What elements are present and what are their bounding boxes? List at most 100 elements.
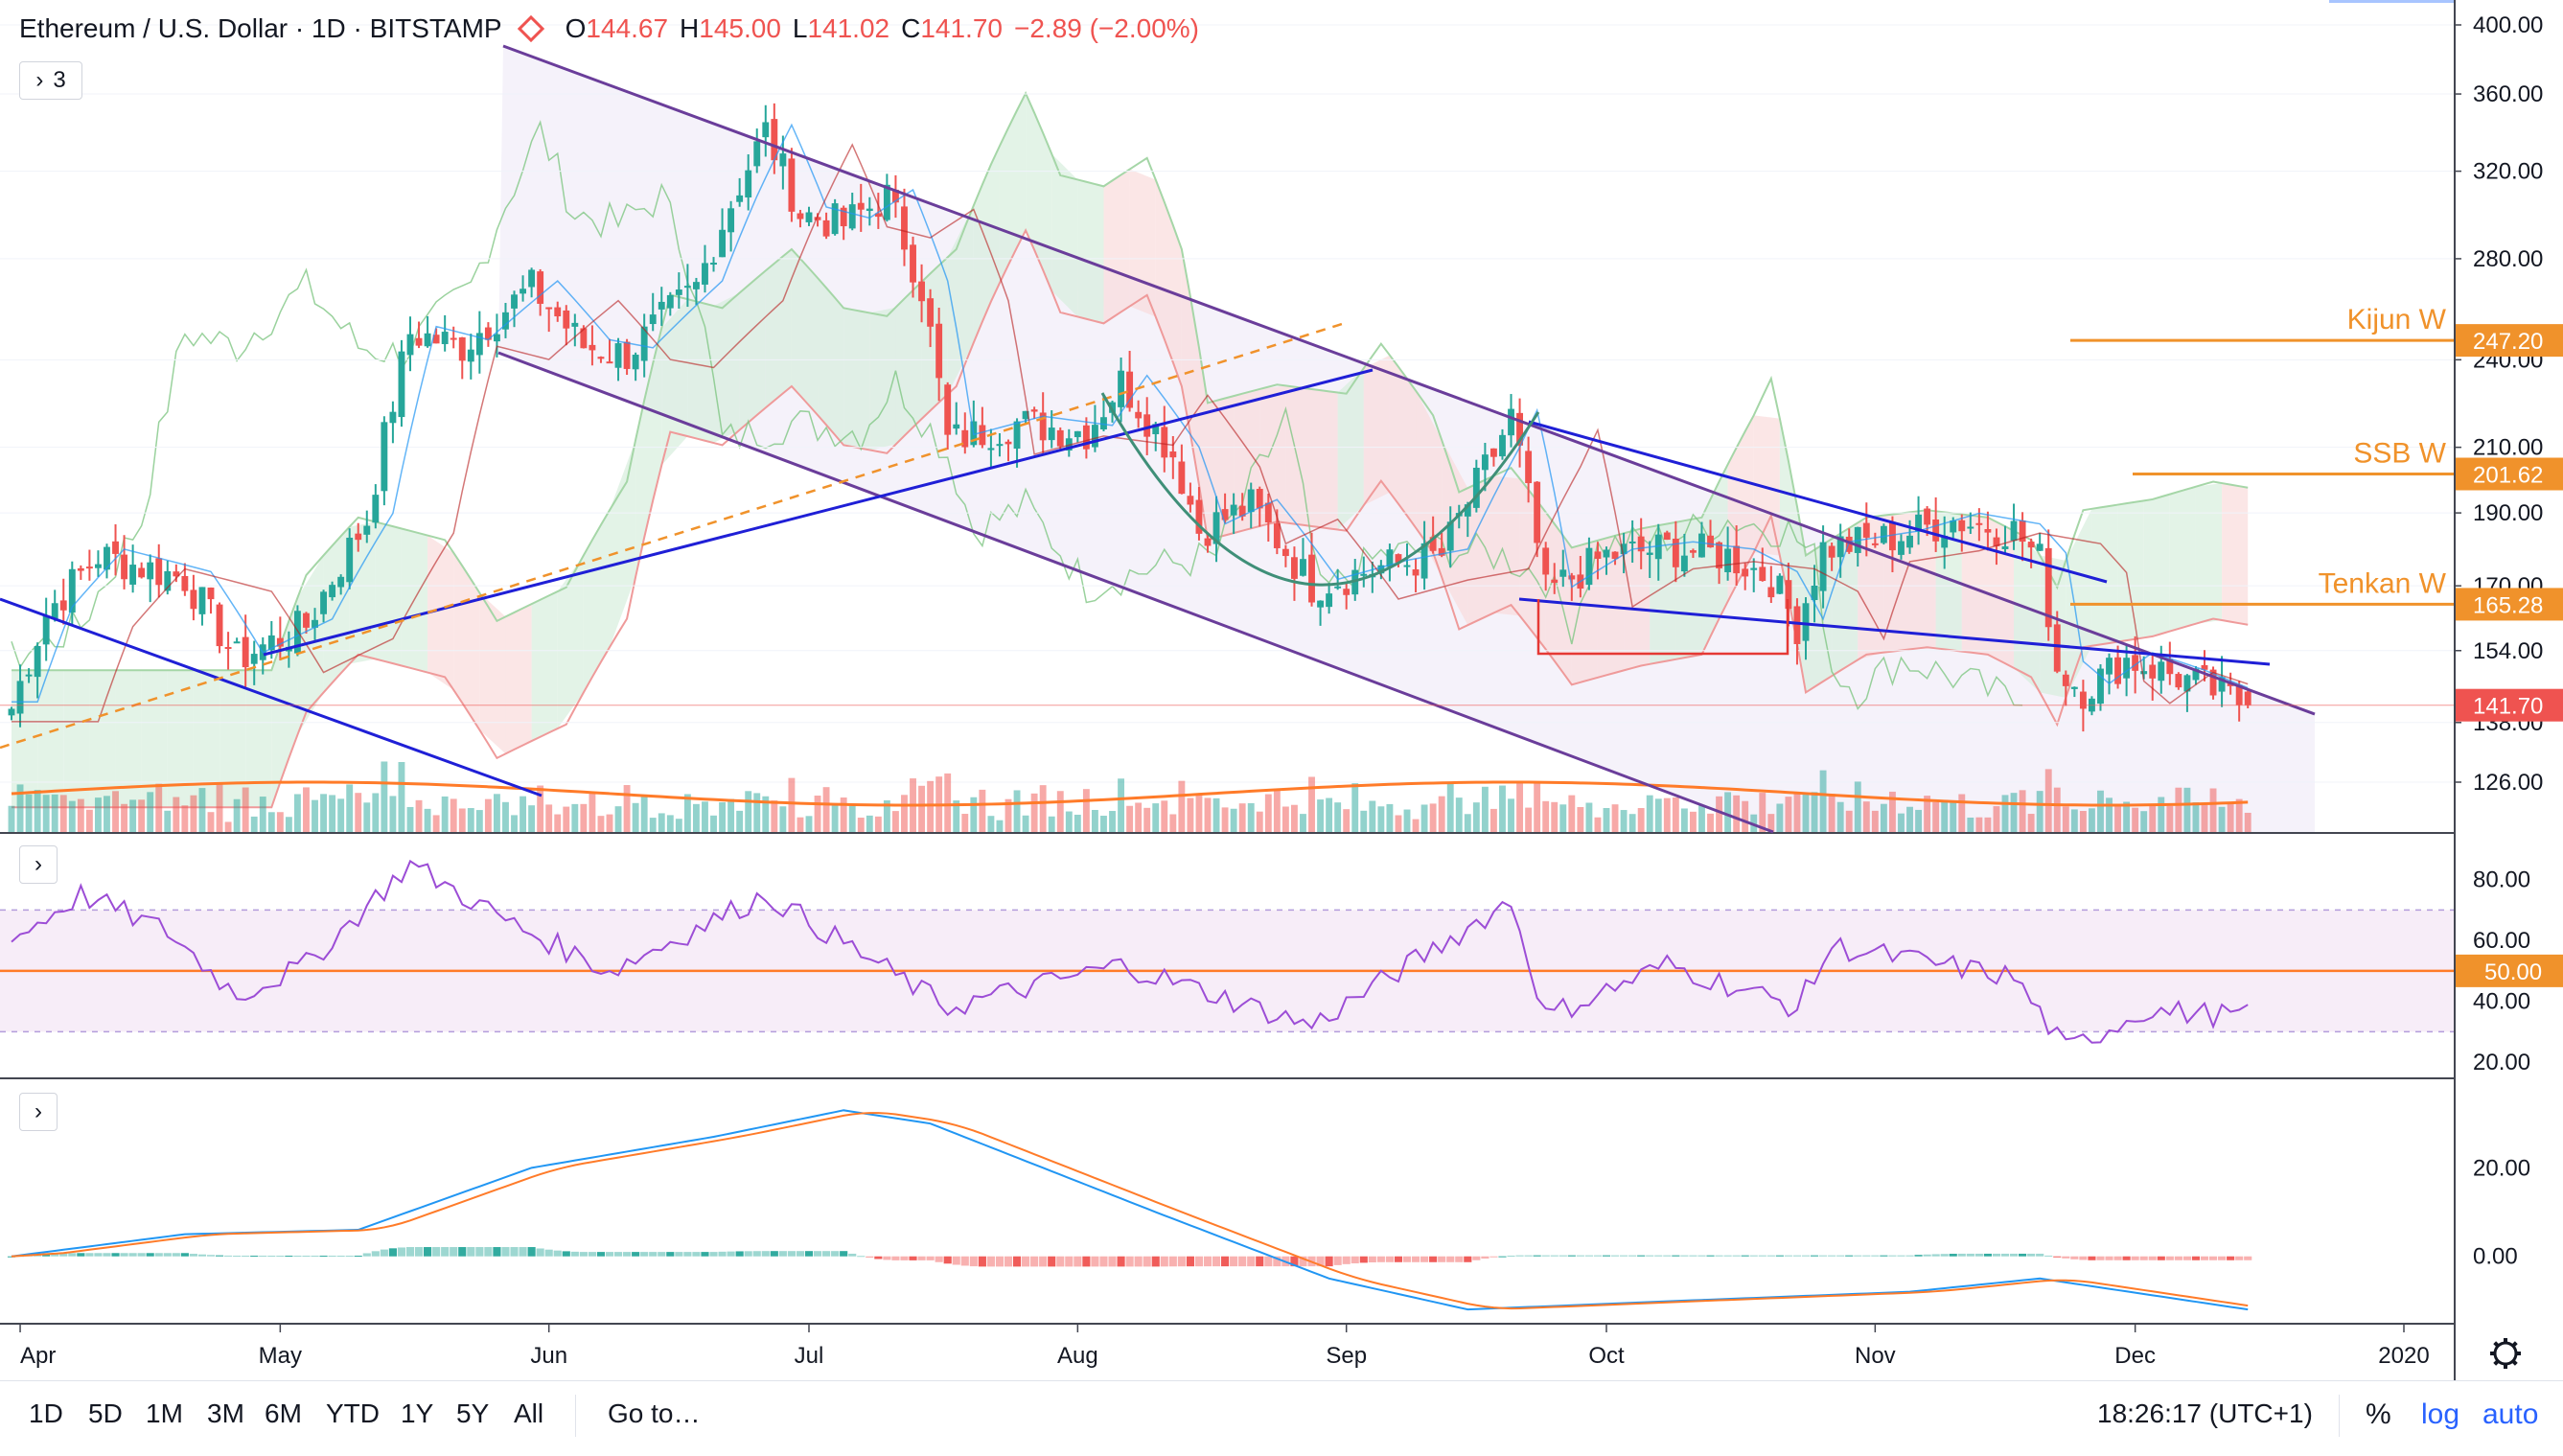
volume-bar — [1212, 797, 1220, 832]
volume-bar — [675, 819, 682, 832]
volume-bar — [797, 817, 804, 832]
candle-body — [1672, 538, 1679, 567]
log-toggle[interactable]: log — [2421, 1398, 2460, 1430]
candle-body — [692, 282, 700, 289]
macd-histogram-bar — [623, 1252, 632, 1257]
macd-histogram-bar — [1438, 1256, 1446, 1262]
macd-histogram-bar — [2182, 1256, 2191, 1260]
range-5d-button[interactable]: 5D — [88, 1398, 123, 1428]
cloud-segment — [453, 552, 480, 730]
macd-histogram-bar — [242, 1256, 250, 1258]
price-tick-label: 154.00 — [2473, 638, 2543, 664]
macd-histogram-bar — [1108, 1256, 1117, 1267]
range-1y-button[interactable]: 1Y — [401, 1398, 434, 1428]
macd-histogram-bar — [1689, 1255, 1697, 1257]
settings-gear-icon[interactable] — [2490, 1338, 2521, 1369]
goto-button[interactable]: Go to… — [608, 1398, 701, 1428]
macd-histogram-bar — [718, 1251, 727, 1257]
range-1d-button[interactable]: 1D — [29, 1398, 63, 1428]
range-5y-button[interactable]: 5Y — [456, 1398, 490, 1428]
macd-histogram-bar — [1949, 1254, 1957, 1257]
candle-body — [1247, 489, 1255, 513]
auto-toggle[interactable]: auto — [2482, 1398, 2539, 1430]
candle-body — [1611, 551, 1619, 560]
volume-bar — [2227, 803, 2234, 832]
macd-histogram-bar — [632, 1252, 640, 1257]
flag-icon[interactable] — [517, 14, 544, 43]
volume-bar — [34, 790, 41, 832]
volume-bar — [112, 791, 119, 832]
cloud-segment — [1285, 385, 1312, 526]
macd-histogram-bar — [579, 1252, 588, 1257]
cloud-segment — [1363, 355, 1390, 506]
macd-pane-toggle-button[interactable]: › — [19, 1093, 58, 1131]
macd-histogram-bar — [1464, 1256, 1472, 1262]
candle-body — [355, 533, 362, 541]
macd-histogram-bar — [2218, 1256, 2227, 1260]
rsi-pane-toggle-button[interactable]: › — [19, 845, 58, 884]
macd-histogram-bar — [1862, 1255, 1871, 1257]
candle-body — [805, 212, 813, 222]
volume-bar — [563, 806, 570, 832]
macd-histogram-bar — [267, 1256, 276, 1258]
candle-body — [1906, 535, 1913, 548]
cloud-segment — [818, 278, 844, 446]
volume-bar — [692, 803, 700, 832]
volume-bar — [293, 794, 301, 832]
macd-histogram-bar — [328, 1256, 336, 1258]
macd-histogram-bar — [649, 1252, 658, 1257]
candle-body — [1109, 402, 1116, 413]
range-1m-button[interactable]: 1M — [146, 1398, 183, 1428]
cloud-segment — [1181, 249, 1208, 541]
macd-histogram-bar — [2157, 1256, 2165, 1260]
percent-toggle[interactable]: % — [2366, 1398, 2391, 1430]
macd-histogram-bar — [510, 1247, 519, 1257]
range-3m-button[interactable]: 3M — [207, 1398, 244, 1428]
macd-histogram-bar — [458, 1247, 467, 1257]
volume-bar — [1585, 802, 1593, 832]
volume-bar — [1603, 808, 1610, 832]
cloud-segment — [869, 307, 896, 451]
range-ytd-button[interactable]: YTD — [326, 1398, 380, 1428]
cloud-segment — [1208, 396, 1235, 541]
macd-histogram-bar — [1256, 1256, 1264, 1267]
candle-body — [1030, 409, 1038, 412]
candle-body — [121, 554, 128, 580]
volume-bar — [987, 816, 995, 832]
price-label-box — [2456, 457, 2563, 491]
macd-histogram-bar — [2122, 1256, 2131, 1260]
cloud-segment — [687, 299, 714, 444]
macd-histogram-bar — [1168, 1256, 1177, 1267]
volume-bar — [727, 798, 735, 832]
volume-bar — [1542, 800, 1550, 832]
volume-bar — [1420, 804, 1428, 832]
macd-histogram-bar — [1801, 1255, 1811, 1257]
volume-bar — [198, 788, 206, 832]
candle-body — [293, 611, 301, 654]
time-tick-label: Jul — [795, 1343, 824, 1369]
volume-bar — [762, 796, 770, 832]
macd-histogram-bar — [1723, 1255, 1732, 1257]
volume-bar — [2010, 793, 2018, 832]
candle-body — [129, 565, 137, 585]
price-label-text: 141.70 — [2473, 694, 2543, 720]
price-tick-label: 190.00 — [2473, 500, 2543, 526]
cloud-segment — [1832, 522, 1859, 677]
range-6m-button[interactable]: 6M — [265, 1398, 302, 1428]
clock-timezone[interactable]: 18:26:17 (UTC+1) — [2097, 1398, 2313, 1428]
candle-body — [953, 424, 960, 429]
chart-legend: Ethereum / U.S. Dollar · 1D · BITSTAMP O… — [19, 13, 1199, 44]
macd-histogram-bar — [1983, 1253, 1992, 1257]
volume-bar — [1187, 797, 1194, 832]
symbol-title[interactable]: Ethereum / U.S. Dollar · 1D · BITSTAMP — [19, 13, 502, 43]
volume-bar — [233, 798, 241, 832]
macd-histogram-bar — [2131, 1256, 2139, 1260]
macd-histogram-bar — [414, 1247, 424, 1257]
volume-bar — [129, 799, 137, 832]
trendline-resistance — [1528, 420, 2108, 584]
range-all-button[interactable]: All — [514, 1398, 544, 1428]
candle-body — [1412, 569, 1420, 576]
indicators-toggle-button[interactable]: › 3 — [19, 61, 82, 100]
